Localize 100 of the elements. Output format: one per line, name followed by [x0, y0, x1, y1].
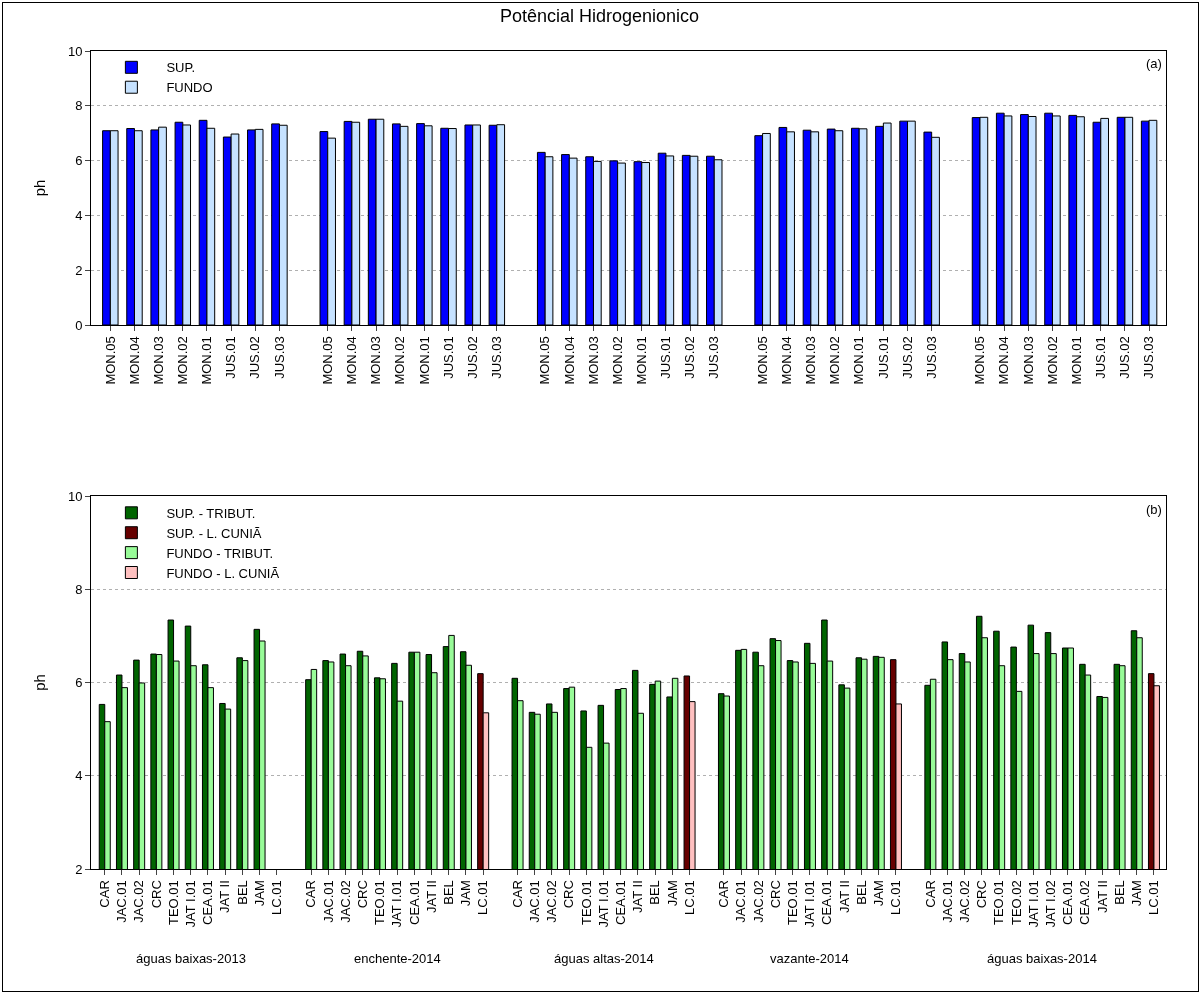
x-tick-label: TEO.01 — [372, 880, 388, 925]
x-tick-label: MON.02 — [827, 336, 843, 385]
x-tick-label: MON.04 — [344, 336, 360, 385]
x-tick-label: CRC — [148, 880, 164, 909]
x-tick-label: JAC.02 — [956, 880, 972, 923]
x-tick-label: MON.04 — [126, 336, 142, 385]
x-tick-label: JUS.01 — [440, 336, 456, 379]
x-tick-label: TEO.01 — [784, 880, 800, 925]
x-tick-label: JAC.01 — [526, 880, 542, 923]
y-tick-label: 8 — [75, 98, 83, 114]
x-tick-label: MON.01 — [199, 336, 215, 385]
x-tick-label: MON.01 — [634, 336, 650, 385]
x-tick-label: JAM — [251, 880, 267, 907]
x-tick-label: CEA.01 — [406, 880, 422, 926]
x-tick-label: MON.01 — [416, 336, 432, 385]
y-axis-title: ph — [31, 179, 49, 197]
x-tick-label: TEO.02 — [1008, 880, 1024, 925]
x-tick-label: JUS.02 — [247, 336, 263, 379]
legend-label: FUNDO — [166, 80, 213, 96]
x-tick-label: MON.01 — [851, 336, 867, 385]
x-tick-label: CAR — [96, 880, 112, 908]
legend-label: SUP. — [166, 60, 196, 76]
annotation: (b) — [1146, 502, 1162, 517]
x-tick-label: LC.01 — [1146, 880, 1162, 915]
x-tick-label: MON.04 — [561, 336, 577, 385]
text: águas baixas-2013 — [136, 951, 246, 966]
y-tick-label: 4 — [75, 207, 83, 223]
legend-label: SUP. - L. CUNIÃ — [166, 525, 262, 541]
x-tick-label: BEL — [647, 880, 663, 905]
x-tick-label: CRC — [974, 880, 990, 909]
x-tick-label: JAT II — [217, 880, 233, 913]
y-tick-label: 10 — [67, 488, 83, 504]
x-tick-label: CRC — [561, 880, 577, 909]
x-tick-label: JAC.01 — [733, 880, 749, 923]
x-tick-label: JAM — [458, 880, 474, 907]
x-tick-label: MON.05 — [319, 336, 335, 385]
x-tick-label: CEA.02 — [1077, 880, 1093, 926]
x-tick-label: JAT I.01 — [389, 880, 405, 928]
x-tick-label: CRC — [767, 880, 783, 909]
x-tick-label: JAC.02 — [131, 880, 147, 923]
y-tick-label: 2 — [75, 861, 83, 877]
x-tick-label: JUS.03 — [706, 336, 722, 379]
x-tick-label: CEA.01 — [1060, 880, 1076, 926]
x-tick-label: CEA.01 — [612, 880, 628, 926]
x-tick-label: MON.05 — [537, 336, 553, 385]
x-tick-label: BEL — [1111, 880, 1127, 905]
x-tick-label: MON.01 — [1068, 336, 1084, 385]
x-tick-label: LC.01 — [268, 880, 284, 915]
x-tick-label: CEA.01 — [819, 880, 835, 926]
x-tick-label: MON.03 — [585, 336, 601, 385]
x-tick-label: JAC.01 — [939, 880, 955, 923]
x-tick-label: JUS.03 — [489, 336, 505, 379]
x-tick-label: JUS.02 — [464, 336, 480, 379]
x-tick-label: TEO.01 — [578, 880, 594, 925]
legend-label: FUNDO - L. CUNIÃ — [166, 565, 280, 581]
x-tick-label: JUS.03 — [1141, 336, 1157, 379]
x-tick-label: JUS.01 — [1093, 336, 1109, 379]
x-tick-label: CAR — [922, 880, 938, 908]
x-tick-label: JUS.03 — [923, 336, 939, 379]
y-tick-label: 8 — [75, 581, 83, 597]
x-tick-label: BEL — [440, 880, 456, 905]
annotation: (a) — [1146, 56, 1162, 71]
x-tick-label: LC.01 — [475, 880, 491, 915]
x-tick-label: JAC.02 — [544, 880, 560, 923]
x-tick-label: BEL — [853, 880, 869, 905]
x-tick-label: JAT I.01 — [802, 880, 818, 928]
x-tick-label: JUS.01 — [223, 336, 239, 379]
x-tick-label: JUS.01 — [658, 336, 674, 379]
x-tick-label: JAT I.01 — [595, 880, 611, 928]
x-tick-label: MON.02 — [1044, 336, 1060, 385]
x-tick-label: JAM — [664, 880, 680, 907]
x-tick-label: LC.01 — [681, 880, 697, 915]
x-tick-label: CAR — [303, 880, 319, 908]
chart-title: Potêncial Hidrogenionico — [499, 6, 700, 27]
legend-label: FUNDO - TRIBUT. — [166, 545, 274, 561]
y-tick-label: 6 — [75, 153, 83, 169]
y-tick-label: 4 — [75, 768, 83, 784]
text: águas baixas-2014 — [987, 951, 1097, 966]
x-tick-label: MON.02 — [175, 336, 191, 385]
y-axis-title: ph — [31, 674, 49, 691]
y-tick-label: 0 — [75, 317, 83, 333]
x-tick-label: CEA.01 — [200, 880, 216, 926]
x-tick-label: MON.03 — [803, 336, 819, 385]
x-tick-label: MON.02 — [392, 336, 408, 385]
y-tick-label: 10 — [67, 43, 83, 59]
y-tick-label: 6 — [75, 675, 83, 691]
x-tick-label: JAT I.01 — [182, 880, 198, 928]
x-tick-label: JAC.01 — [320, 880, 336, 923]
x-tick-label: JAT II — [423, 880, 439, 913]
text: vazante-2014 — [770, 951, 849, 966]
x-tick-label: JAC.01 — [114, 880, 130, 923]
x-tick-label: MON.03 — [368, 336, 384, 385]
x-tick-label: MON.05 — [102, 336, 118, 385]
x-tick-label: JAT I.02 — [1042, 880, 1058, 928]
x-tick-label: MON.04 — [996, 336, 1012, 385]
x-tick-label: JAT II — [836, 880, 852, 913]
x-tick-label: MON.04 — [778, 336, 794, 385]
x-tick-label: MON.02 — [609, 336, 625, 385]
legend-label: SUP. - TRIBUT. — [166, 505, 256, 521]
x-tick-label: CAR — [509, 880, 525, 908]
